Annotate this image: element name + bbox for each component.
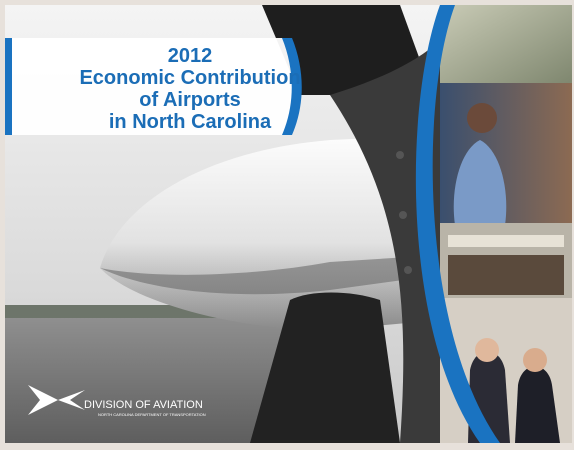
title-line: in North Carolina	[109, 111, 272, 133]
rivet	[399, 211, 407, 219]
mechanic-head	[467, 103, 497, 133]
blue-arc	[415, 5, 500, 443]
propeller-bottom	[250, 292, 400, 443]
terminal	[448, 255, 564, 295]
rivet	[396, 151, 404, 159]
propeller-top	[262, 5, 420, 95]
passenger-head	[523, 348, 547, 372]
airport-sign	[448, 235, 564, 247]
passenger	[515, 366, 560, 443]
logo-subtitle: NORTH CAROLINA DEPARTMENT OF TRANSPORTAT…	[98, 412, 206, 417]
title-panel	[5, 38, 297, 135]
title-line: Economic Contribution	[79, 67, 300, 89]
title-panel-edge	[282, 38, 302, 135]
nose-shadow	[100, 255, 440, 295]
mechanic	[453, 140, 507, 225]
rivet	[404, 266, 412, 274]
logo-mark	[28, 385, 85, 415]
title-year: 2012	[168, 45, 213, 67]
runway	[5, 318, 305, 443]
title-line: of Airports	[139, 89, 240, 111]
money-photo	[440, 5, 572, 83]
cowling	[330, 40, 440, 443]
passenger-head	[475, 338, 499, 362]
title-bar	[5, 38, 12, 135]
logo-name: DIVISION OF AVIATION	[84, 399, 203, 411]
